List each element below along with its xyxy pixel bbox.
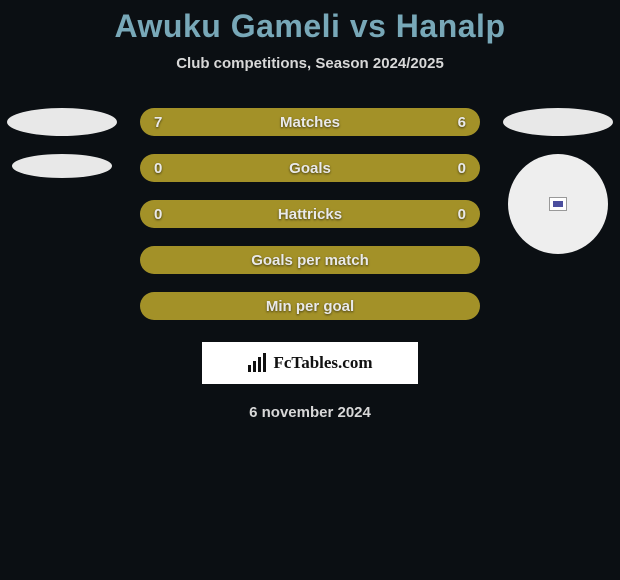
page-subtitle: Club competitions, Season 2024/2025 <box>0 55 620 72</box>
stat-label: Goals <box>289 160 331 177</box>
stat-label: Goals per match <box>251 252 369 269</box>
stat-bar-goals: 0 Goals 0 <box>140 154 480 182</box>
stat-left-value: 0 <box>154 160 162 177</box>
stat-bar-hattricks: 0 Hattricks 0 <box>140 200 480 228</box>
content-row: 7 Matches 6 0 Goals 0 0 Hattricks 0 Goals per mat… <box>0 108 620 320</box>
stat-bars: 7 Matches 6 0 Goals 0 0 Hattricks 0 Goals per mat… <box>140 108 480 320</box>
bars-logo-icon <box>247 353 267 373</box>
left-oval-1 <box>12 154 112 178</box>
stat-right-value: 0 <box>458 206 466 223</box>
stat-label: Min per goal <box>266 298 354 315</box>
page-title: Awuku Gameli vs Hanalp <box>0 0 620 45</box>
left-player-column <box>2 108 122 178</box>
brand-box: FcTables.com <box>202 342 418 384</box>
stat-bar-min-per-goal: Min per goal <box>140 292 480 320</box>
date-line: 6 november 2024 <box>0 404 620 421</box>
right-circle <box>508 154 608 254</box>
stat-left-value: 0 <box>154 206 162 223</box>
stat-right-value: 6 <box>458 114 466 131</box>
stat-bar-matches: 7 Matches 6 <box>140 108 480 136</box>
stat-label: Matches <box>280 114 340 131</box>
stat-right-value: 0 <box>458 160 466 177</box>
right-oval-0 <box>503 108 613 136</box>
flag-icon <box>549 197 567 211</box>
left-oval-0 <box>7 108 117 136</box>
brand-text: FcTables.com <box>273 353 372 373</box>
stat-bar-goals-per-match: Goals per match <box>140 246 480 274</box>
stat-left-value: 7 <box>154 114 162 131</box>
stat-label: Hattricks <box>278 206 342 223</box>
right-player-column <box>498 108 618 254</box>
